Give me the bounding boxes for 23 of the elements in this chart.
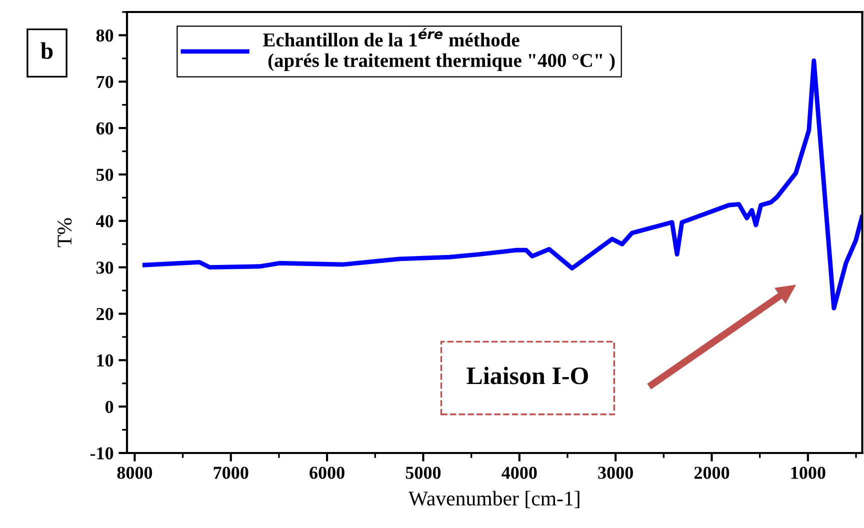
annotation: Liaison I-O bbox=[466, 366, 588, 384]
x-tick-label: 4000 bbox=[502, 466, 537, 479]
x-tick-label: 2000 bbox=[694, 466, 730, 479]
y-axis-title: T% bbox=[58, 218, 72, 248]
y-tick-label: 20 bbox=[96, 308, 114, 320]
y-tick-label: -10 bbox=[90, 447, 114, 460]
x-tick-label: 7000 bbox=[214, 466, 248, 479]
y-tick-label: 70 bbox=[96, 76, 114, 88]
x-tick-label: 8000 bbox=[117, 466, 152, 479]
y-tick-label: 0 bbox=[105, 400, 114, 414]
y-tick-label: 40 bbox=[96, 215, 114, 228]
y-tick-label: 60 bbox=[96, 122, 114, 134]
x-tick-label: 3000 bbox=[598, 466, 633, 479]
y-tick-label: 30 bbox=[96, 262, 114, 274]
x-tick-label: 5000 bbox=[406, 466, 441, 479]
x-tick-label: 6000 bbox=[310, 466, 344, 479]
x-tick-label: 1000 bbox=[791, 466, 826, 479]
y-tick-label: 10 bbox=[97, 354, 114, 367]
text: b bbox=[40, 42, 53, 59]
legend-label: Echantillon de la 1$^{ére}$ méthode (aprés le traitement thermique "400 °C" ) bbox=[263, 28, 615, 71]
y-tick-label: 80 bbox=[96, 29, 114, 42]
y-tick-label: 50 bbox=[96, 168, 114, 181]
x-axis-title: Wavenumber [cm-1] bbox=[408, 490, 580, 508]
